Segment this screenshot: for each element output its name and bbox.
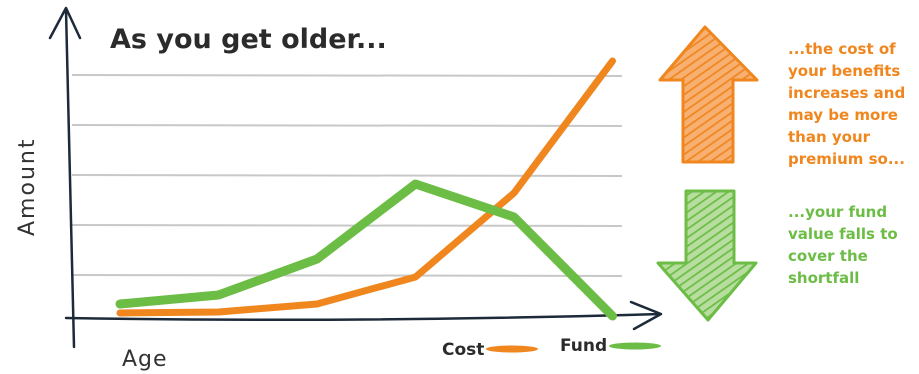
x-axis-line: [64, 312, 662, 322]
grid-lines: [71, 74, 623, 277]
legend: Cost Fund: [442, 336, 661, 360]
annotation-cost-increase: ...the cost of your benefits increases a…: [788, 40, 910, 168]
legend-swatch-fund: [609, 342, 661, 350]
series-line-cost: [116, 57, 616, 317]
data-point-cost: [412, 274, 419, 280]
data-point-cost: [215, 309, 222, 315]
grid-line: [71, 224, 623, 227]
data-point-fund: [411, 180, 420, 188]
y-axis-arrowhead-icon: [48, 6, 82, 40]
data-point-cost: [117, 310, 123, 316]
data-point-fund: [214, 291, 223, 299]
grid-line: [71, 124, 623, 127]
y-axis-line: [64, 8, 76, 349]
legend-label-fund: Fund: [560, 336, 607, 356]
legend-swatch-cost: [486, 345, 538, 353]
legend-label-cost: Cost: [442, 340, 484, 360]
y-axis-label: Amount: [15, 138, 40, 236]
chart-title: As you get older...: [110, 24, 387, 55]
down-arrow-icon: [656, 189, 758, 322]
data-point-fund: [313, 255, 321, 263]
annotation-fund-falls: ...your fund value falls to cover the sh…: [788, 203, 903, 287]
x-axis-arrowhead-icon: [629, 300, 663, 331]
up-arrow-icon: [658, 25, 759, 164]
x-axis-label: Age: [122, 347, 168, 372]
data-point-cost: [609, 58, 616, 64]
grid-line: [71, 274, 623, 277]
series-line-fund: [115, 179, 617, 321]
data-point-cost: [314, 301, 320, 307]
grid-line: [71, 74, 623, 77]
grid-line: [71, 174, 623, 177]
axes: [48, 6, 663, 349]
data-point-fund: [116, 300, 124, 308]
data-point-fund: [510, 213, 518, 221]
data-point-cost: [511, 190, 517, 196]
data-point-fund: [608, 312, 617, 320]
series-layer: [115, 57, 617, 321]
